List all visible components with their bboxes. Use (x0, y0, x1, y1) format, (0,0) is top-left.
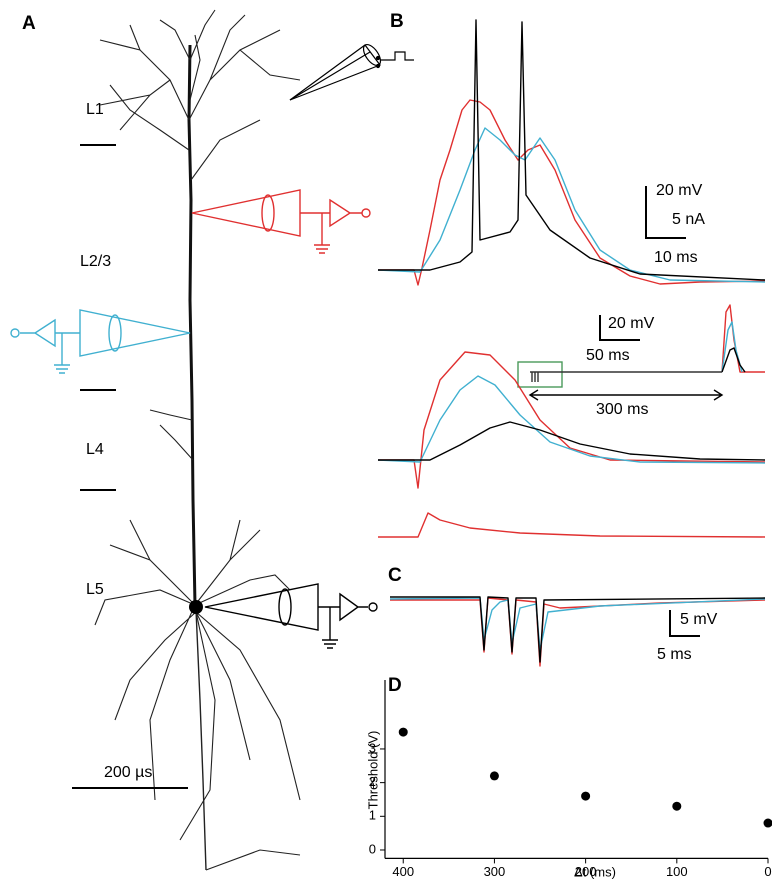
point (763, 818, 772, 828)
scale-label: 20 mV (608, 315, 655, 332)
panel-label: C (388, 565, 402, 586)
panel-label: D (388, 675, 402, 696)
trace (378, 99, 766, 286)
trace (721, 304, 765, 373)
panel-label: A (22, 13, 36, 34)
recording-electrode (204, 583, 378, 649)
trace (378, 351, 766, 489)
scale-bar (669, 610, 700, 637)
point (489, 771, 499, 781)
scale-label: 5 nA (672, 211, 705, 228)
x-tick-label: 0 (764, 864, 771, 879)
layer-label: L5 (86, 581, 104, 598)
scale-label: 5 ms (657, 646, 692, 663)
trace (377, 375, 766, 464)
layer-label: L1 (86, 101, 104, 118)
y-tick-label: 0 (369, 841, 376, 856)
trace (721, 347, 746, 373)
scale-label: 200 µs (104, 764, 152, 781)
scale-label: 20 mV (656, 182, 703, 199)
scale-label: 5 mV (680, 611, 718, 628)
point (672, 801, 682, 811)
scale-label: 10 ms (654, 249, 698, 266)
x-tick-label: 400 (392, 864, 414, 879)
interval-arrow (528, 389, 724, 401)
trace (390, 596, 766, 663)
stimulating-electrode (289, 43, 414, 101)
x-tick-label: 300 (484, 864, 506, 879)
scale-bar (599, 315, 640, 341)
neuron (94, 9, 301, 871)
y-axis-label: Threshold (V) (365, 731, 380, 810)
panel-label: B (390, 11, 404, 32)
point (581, 791, 591, 801)
y-tick-label: 2 (369, 774, 376, 789)
trace (378, 19, 766, 281)
x-axis-label: Δt (ms) (574, 864, 616, 879)
scatter-chart: Threshold (V) Δt (ms) 0 1 2 3 400 300 200 100 0 (365, 680, 772, 879)
trace (377, 127, 766, 283)
y-tick-label: 1 (369, 808, 376, 823)
trace (378, 512, 766, 538)
trace (530, 371, 722, 382)
scale-label: 50 ms (586, 347, 630, 364)
scale-label: 300 ms (596, 401, 648, 418)
scale-bar (645, 186, 686, 239)
trace (378, 421, 766, 461)
x-tick-label: 200 (575, 864, 597, 879)
point (398, 727, 408, 737)
recording-electrode (10, 309, 191, 374)
x-tick-label: 100 (666, 864, 688, 879)
y-tick-label: 3 (369, 740, 376, 755)
layer-label: L4 (86, 441, 104, 458)
layer-label: L2/3 (80, 253, 111, 270)
highlight-box (517, 361, 563, 388)
recording-electrode (191, 189, 371, 254)
